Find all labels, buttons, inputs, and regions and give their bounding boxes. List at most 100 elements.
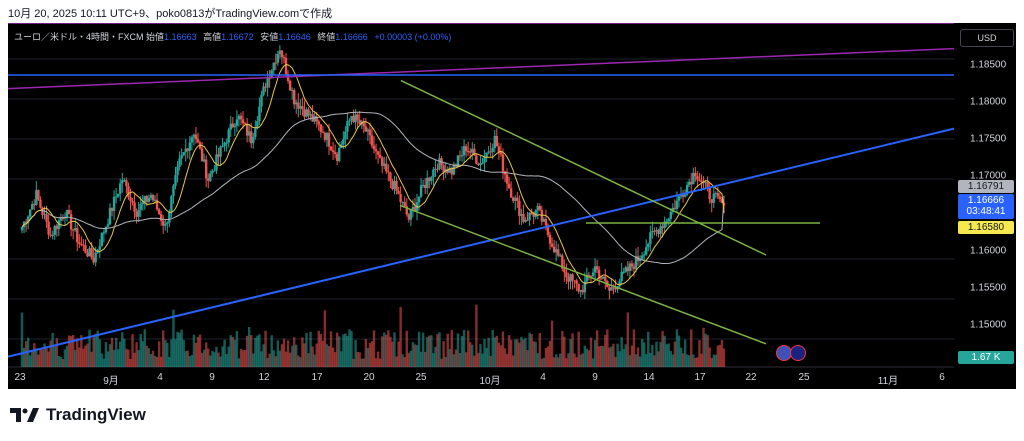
volume-bar	[577, 331, 580, 367]
candle-body	[202, 159, 206, 162]
date-tick: 12	[258, 372, 270, 383]
candle-body	[344, 131, 347, 140]
candle-body	[702, 182, 705, 184]
volume-bar	[479, 344, 482, 367]
candle-body	[209, 173, 212, 181]
tradingview-logo[interactable]: TradingView	[10, 405, 146, 425]
volume-bar	[524, 338, 527, 367]
candle-body	[421, 184, 425, 186]
candle-body	[708, 186, 711, 200]
candle-body	[688, 181, 691, 185]
candle-body	[395, 180, 398, 191]
candle-body	[669, 211, 672, 219]
volume-bar	[413, 344, 417, 367]
volume-bar	[200, 352, 204, 367]
candle-body	[176, 166, 179, 176]
candle-body	[57, 220, 61, 230]
candle-body	[250, 131, 253, 144]
candle-body	[121, 180, 124, 184]
volume-bar	[600, 345, 603, 367]
currency-button[interactable]: USD	[960, 29, 1014, 47]
volume-bar	[344, 333, 347, 367]
candle-body	[548, 234, 552, 244]
high-value: 1.16672	[221, 32, 254, 42]
candle-body	[372, 145, 376, 150]
volume-bar	[565, 358, 568, 367]
candle-body	[74, 228, 77, 230]
candle-body	[71, 229, 75, 231]
price-chart[interactable]	[8, 23, 1016, 389]
candle-body	[487, 151, 490, 153]
candle-body	[164, 223, 167, 226]
volume-bar	[722, 348, 726, 367]
candle-body	[602, 276, 605, 279]
volume-bar	[348, 329, 351, 367]
symbol-label[interactable]: ユーロ／米ドル・4時間・FXCM	[14, 32, 144, 42]
volume-bar	[213, 352, 216, 367]
volume-bar	[516, 339, 519, 367]
volume-bar	[157, 341, 161, 367]
candle-body	[239, 115, 243, 120]
candle-body	[550, 243, 554, 247]
candle-body	[352, 116, 355, 123]
candle-body	[489, 151, 492, 153]
volume-bar	[338, 336, 341, 367]
volume-bar	[509, 339, 513, 367]
candle-body	[534, 210, 537, 217]
volume-bar	[530, 334, 533, 367]
candle-body	[49, 234, 52, 236]
date-tick: 9月	[103, 376, 119, 387]
candle-body	[247, 131, 251, 136]
candle-body	[575, 280, 578, 284]
volume-bar	[254, 337, 257, 367]
candle-body	[628, 263, 632, 272]
candle-body	[182, 152, 185, 156]
date-tick: 25	[798, 372, 810, 383]
candle-body	[358, 119, 361, 125]
candle-body	[526, 219, 529, 221]
candle-body	[155, 199, 159, 210]
candle-body	[491, 148, 494, 152]
volume-bar	[67, 335, 71, 367]
volume-bar	[444, 356, 447, 367]
volume-bar	[469, 342, 472, 367]
volume-bar	[352, 358, 355, 367]
candle-body	[362, 121, 365, 127]
chart-frame[interactable]: ユーロ／米ドル・4時間・FXCM 始値1.16663 高値1.16672 安値1…	[8, 23, 1016, 389]
candle-body	[284, 58, 288, 74]
price-tick: 1.15000	[970, 319, 1007, 331]
candle-body	[28, 209, 32, 217]
volume-bar	[677, 335, 681, 367]
volume-bar	[638, 356, 642, 367]
candle-body	[106, 224, 110, 227]
candle-body	[501, 154, 505, 172]
candle-body	[151, 195, 155, 201]
candle-body	[604, 276, 607, 282]
candle-body	[366, 129, 370, 132]
volume-bar	[591, 358, 595, 367]
volume-bar	[679, 347, 683, 367]
candle-body	[673, 207, 677, 209]
volume-bar	[401, 354, 404, 367]
volume-bar	[362, 358, 365, 367]
volume-tag: 1.67 K	[958, 351, 1014, 364]
candle-body	[714, 193, 718, 195]
open-label: 始値	[146, 32, 165, 42]
volume-bar	[642, 342, 646, 367]
volume-bar	[620, 337, 623, 367]
date-tick: 23	[14, 372, 26, 383]
volume-bar	[116, 349, 120, 367]
candle-body	[518, 200, 521, 216]
price-tick: 1.15500	[970, 282, 1007, 294]
volume-bar	[587, 350, 591, 367]
candle-body	[200, 148, 204, 162]
candle-body	[561, 255, 564, 269]
candle-body	[647, 243, 650, 248]
candle-body	[567, 277, 570, 282]
volume-bar	[325, 344, 329, 367]
eu-flag-icon[interactable]	[790, 345, 806, 361]
candle-body	[98, 246, 101, 250]
volume-bar	[133, 352, 136, 367]
volume-bar	[204, 342, 208, 367]
candle-body	[579, 289, 582, 292]
